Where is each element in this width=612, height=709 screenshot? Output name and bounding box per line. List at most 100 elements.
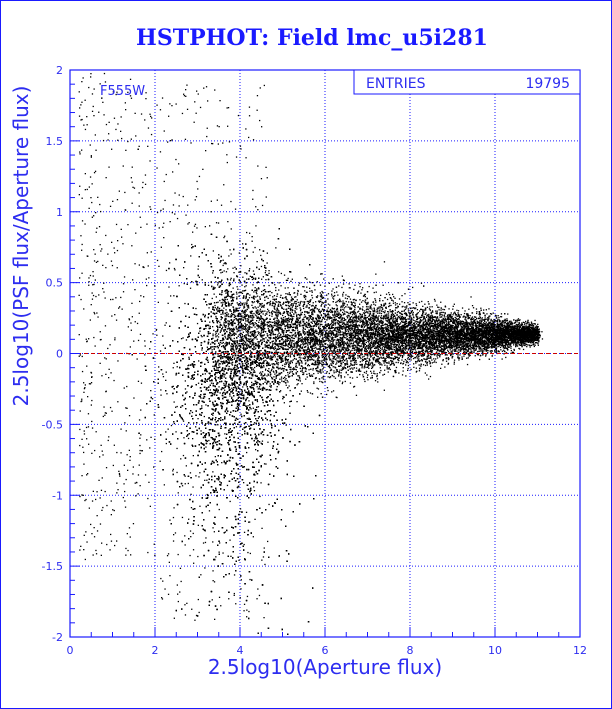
data-point: [477, 341, 479, 344]
data-point: [391, 363, 393, 365]
data-point: [527, 319, 529, 321]
data-point: [379, 367, 381, 369]
data-point: [384, 369, 386, 371]
data-point: [438, 324, 441, 326]
data-point: [413, 336, 415, 338]
data-point: [334, 316, 336, 319]
data-point: [457, 318, 460, 320]
data-point: [537, 344, 539, 346]
data-point: [282, 339, 284, 341]
data-point: [406, 346, 408, 348]
data-point: [347, 352, 349, 354]
data-point: [467, 345, 469, 348]
data-point: [336, 315, 338, 317]
data-point: [316, 314, 319, 316]
data-point: [328, 314, 330, 316]
data-point: [326, 309, 328, 311]
data-point: [266, 375, 268, 377]
data-point: [256, 325, 258, 327]
data-point: [336, 312, 338, 314]
data-point: [338, 360, 341, 362]
data-point: [380, 303, 382, 306]
data-point: [363, 322, 365, 324]
data-point: [403, 338, 405, 341]
data-point: [327, 389, 329, 392]
data-point: [236, 364, 239, 366]
data-point: [360, 352, 363, 354]
data-point: [280, 285, 282, 287]
data-point: [454, 320, 456, 322]
data-point: [402, 305, 404, 308]
data-point: [281, 319, 283, 321]
data-point: [256, 320, 258, 322]
data-point: [297, 289, 299, 292]
data-point: [299, 307, 301, 309]
data-point: [405, 331, 407, 333]
data-point: [344, 376, 346, 378]
data-point: [284, 341, 287, 343]
data-point: [296, 299, 298, 301]
data-point: [319, 336, 321, 338]
data-point: [259, 334, 261, 336]
data-point: [391, 340, 394, 342]
data-point: [301, 369, 303, 371]
data-point: [474, 330, 477, 333]
data-point: [448, 314, 451, 317]
data-point: [352, 344, 354, 347]
data-point: [523, 326, 525, 328]
data-point: [237, 343, 239, 345]
data-point: [481, 317, 483, 319]
data-point: [463, 329, 465, 331]
data-point: [285, 369, 287, 371]
data-point: [424, 326, 426, 328]
data-point: [373, 347, 376, 349]
data-point: [249, 355, 251, 357]
data-point: [435, 310, 437, 312]
data-point: [454, 314, 457, 316]
data-point: [396, 307, 398, 309]
data-point: [272, 370, 274, 372]
data-point: [368, 314, 371, 316]
data-point: [307, 365, 309, 367]
data-point: [386, 349, 388, 352]
data-point: [329, 364, 331, 366]
data-point: [379, 308, 381, 310]
data-point: [233, 334, 235, 336]
data-point: [371, 314, 373, 316]
data-point: [333, 372, 335, 374]
data-point: [426, 341, 428, 343]
data-point: [355, 314, 357, 316]
data-point: [261, 336, 263, 338]
data-point: [227, 305, 229, 307]
data-point: [255, 343, 257, 346]
data-point: [347, 311, 349, 314]
data-point: [368, 361, 370, 363]
data-point: [357, 336, 360, 338]
data-point: [315, 346, 317, 348]
data-point: [427, 348, 429, 350]
data-point: [275, 301, 277, 303]
data-point: [274, 317, 276, 319]
data-point: [307, 357, 309, 359]
data-point: [261, 339, 263, 341]
data-point: [470, 325, 472, 327]
data-point: [475, 349, 477, 351]
data-point: [363, 334, 365, 336]
data-point: [383, 357, 385, 359]
data-point: [311, 322, 313, 324]
data-point: [344, 351, 346, 353]
data-point: [292, 346, 295, 348]
data-point: [420, 282, 423, 284]
data-point: [309, 392, 312, 394]
data-point: [384, 364, 386, 366]
data-point: [463, 345, 465, 348]
data-point: [451, 350, 453, 352]
data-point: [447, 358, 450, 361]
data-point: [374, 298, 376, 300]
data-point: [276, 361, 278, 363]
data-point: [353, 330, 355, 332]
data-point: [346, 335, 348, 338]
data-point: [253, 359, 255, 361]
data-point: [449, 318, 452, 320]
data-point: [407, 302, 409, 304]
